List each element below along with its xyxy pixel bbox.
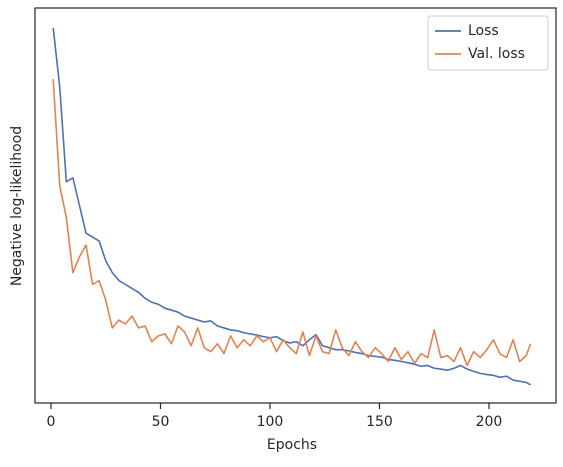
x-tick-label: 150: [366, 414, 393, 430]
x-tick-label: 200: [476, 414, 503, 430]
legend-label: Val. loss: [468, 46, 525, 62]
line-series: [52, 27, 531, 386]
plot-frame: [34, 7, 557, 404]
x-tick-label: 0: [47, 414, 56, 430]
legend-box: [427, 15, 549, 71]
x-tick-label: 100: [257, 414, 284, 430]
x-tick-label: 50: [152, 414, 170, 430]
legend-label: Loss: [468, 23, 499, 39]
y-axis-label: Negative log-likelihood: [9, 126, 25, 286]
x-axis-label: Epochs: [267, 437, 317, 453]
line-series: [52, 79, 532, 367]
